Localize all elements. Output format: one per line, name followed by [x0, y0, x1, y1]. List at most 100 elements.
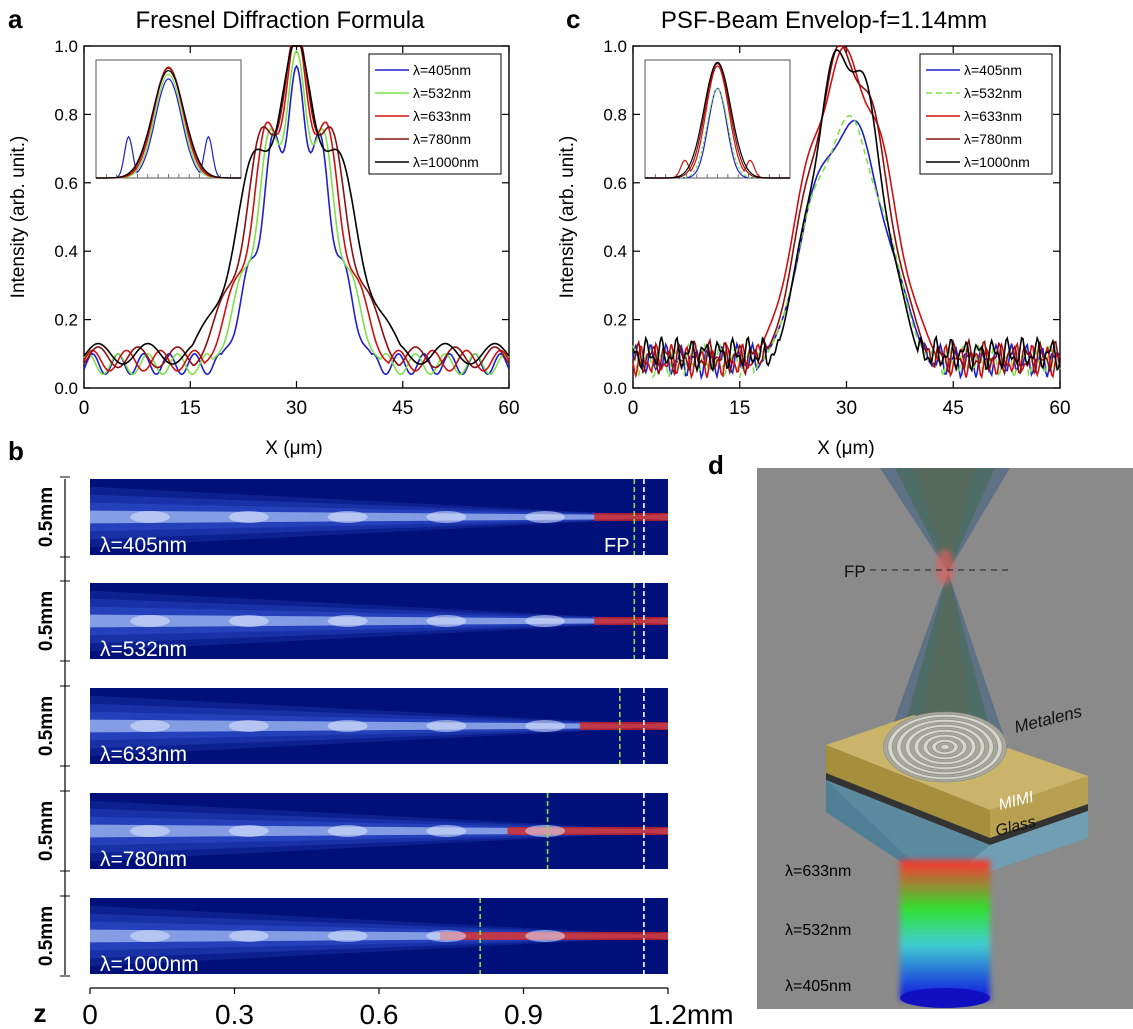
chip-right-gold-side	[990, 776, 1088, 838]
legend-entry: λ=633nm	[964, 108, 1022, 124]
interference-lobe	[525, 720, 566, 732]
x-tick-label: 0	[628, 398, 639, 419]
series-line	[83, 64, 510, 376]
upper-core-cone	[915, 468, 975, 572]
chip-left-gold-side	[826, 745, 990, 838]
focal-region	[594, 513, 668, 521]
interference-lobe	[130, 930, 170, 942]
panel-letter-d: d	[708, 450, 724, 480]
interference-lobe	[426, 720, 467, 732]
interference-lobe	[327, 720, 368, 732]
legend-entry: λ=780nm	[964, 131, 1022, 147]
x-axis-label-a: X (μm)	[265, 438, 322, 459]
x-tick-label: 15	[729, 398, 750, 419]
fp-label-b: FP	[604, 535, 630, 557]
chip-mimi-dark-left	[826, 773, 990, 845]
legend-box	[368, 53, 502, 175]
interference-lobe	[228, 720, 269, 732]
x-tick-label: 45	[943, 398, 964, 419]
series-lines-c	[632, 45, 1061, 381]
y-tick-label: 0.4	[603, 242, 627, 261]
series-lines-a	[83, 45, 510, 376]
inset-frame	[644, 59, 791, 179]
series-line	[83, 49, 510, 375]
legend-a: λ=405nm λ=532nm λ=633nm λ=780nm λ=1000nm	[368, 53, 502, 175]
interference-lobe	[130, 720, 170, 732]
beam-label-532: λ=532nm	[785, 922, 851, 939]
interference-lobe	[130, 511, 170, 523]
panel-b: b λ=405nm0.5mmλ=532nm0.5mmλ=633nm0.5mmλ=…	[8, 436, 734, 1029]
y-tick-label: 0.6	[603, 174, 627, 193]
axis-ticks-c: 0 15 30 45 60 0.0 0.2 0.4 0.6 0.8 1.0	[603, 37, 1070, 419]
strip-height-label: 0.5mm	[36, 487, 57, 547]
panel-letter-a: a	[8, 4, 23, 34]
x-tick-label: 45	[392, 398, 413, 419]
interference-lobe	[228, 615, 269, 627]
z-axis-b: z 0 0.3 0.6 0.9 1.2mm	[34, 987, 734, 1029]
strip-wavelength-label: λ=1000nm	[100, 953, 199, 976]
inset-line	[96, 78, 241, 179]
interference-lobe	[426, 930, 467, 942]
legend-box	[919, 53, 1053, 175]
inset-line	[96, 69, 241, 179]
legend-entry: λ=633nm	[413, 108, 471, 124]
interference-lobe	[525, 511, 566, 523]
x-tick-label: 60	[1049, 398, 1070, 419]
interference-lobe	[426, 511, 467, 523]
x-tick-label: 0	[79, 398, 90, 419]
beam-label-633: λ=633nm	[785, 863, 851, 880]
strip-wavelength-label: λ=780nm	[100, 848, 187, 871]
y-tick-label: 0.4	[54, 242, 78, 261]
y-tick-label: 0.0	[54, 379, 78, 398]
z-tick-label: 0.3	[215, 999, 254, 1029]
x-axis-label-c: X (μm)	[817, 438, 874, 459]
x-tick-label: 30	[836, 398, 857, 419]
x-tick-label: 15	[180, 398, 201, 419]
interference-lobe	[426, 615, 467, 627]
legend-entry: λ=405nm	[964, 62, 1022, 78]
axis-ticks-a: 0 15 30 45 60 0.0 0.2 0.4 0.6 0.8 1.0	[54, 37, 519, 419]
legend-c: λ=405nm λ=532nm λ=633nm λ=780nm λ=1000nm	[919, 53, 1053, 175]
interference-lobe	[130, 615, 170, 627]
interference-lobe	[327, 511, 368, 523]
interference-lobe	[130, 825, 170, 837]
y-axis-label-c: Intensity (arb. unit.)	[557, 136, 578, 299]
interference-lobe	[525, 615, 566, 627]
focal-region	[594, 617, 668, 625]
series-line	[83, 45, 510, 365]
panel-a: a Fresnel Diffraction Formula 0 15 30 45 600…	[8, 4, 520, 459]
panel-letter-c: c	[566, 4, 580, 34]
series-line	[632, 45, 1061, 377]
inset-frame	[95, 59, 242, 179]
interference-lobe	[327, 615, 368, 627]
focal-region	[507, 827, 668, 835]
interference-lobe	[525, 825, 566, 837]
legend-entry: λ=405nm	[413, 62, 471, 78]
series-line	[632, 49, 1061, 374]
y-tick-label: 0.8	[54, 105, 78, 124]
legend-entry: λ=780nm	[413, 131, 471, 147]
interference-lobe	[327, 825, 368, 837]
chart-title-c: PSF-Beam Envelop-f=1.14mm	[661, 7, 987, 34]
z-tick-label: 1.2mm	[648, 999, 734, 1029]
chip-mimi-dark-right	[990, 804, 1088, 845]
interference-lobe	[327, 930, 368, 942]
metalens-rings	[883, 711, 1007, 783]
chart-title-a: Fresnel Diffraction Formula	[136, 7, 426, 34]
legend-entry: λ=532nm	[413, 85, 471, 101]
inset-a	[95, 59, 242, 179]
incident-beam	[900, 860, 990, 1000]
panel-letter-b: b	[8, 436, 24, 466]
legend-entry: λ=1000nm	[413, 154, 479, 170]
beam-label-405: λ=405nm	[785, 978, 851, 995]
inset-line	[645, 61, 790, 179]
y-tick-label: 0.8	[603, 105, 627, 124]
incident-beam-base	[900, 988, 990, 1008]
strip-height-label: 0.5mm	[36, 906, 57, 966]
interference-lobe	[525, 930, 566, 942]
inset-c	[644, 59, 791, 179]
x-tick-label: 30	[286, 398, 307, 419]
fp-label-d: FP	[844, 562, 866, 581]
legend-entry: λ=1000nm	[964, 154, 1030, 170]
legend-entry: λ=532nm	[964, 85, 1022, 101]
